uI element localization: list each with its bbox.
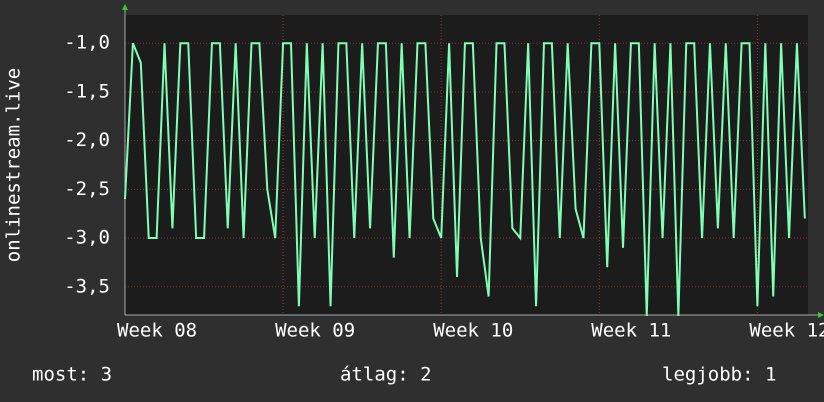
- x-tick-label: Week 08: [117, 320, 197, 342]
- y-tick-label: -1,0: [64, 32, 110, 54]
- y-tick-label: -2,0: [64, 129, 110, 151]
- x-tick-label: Week 11: [591, 320, 671, 342]
- y-axis-label: onlinestream.live: [3, 68, 25, 262]
- y-tick-label: -1,5: [64, 80, 110, 102]
- x-tick-label: Week 10: [433, 320, 513, 342]
- axis-arrow: [818, 312, 824, 318]
- x-tick-label: Week 09: [275, 320, 355, 342]
- legend-item: most: 3: [32, 364, 112, 386]
- legend-item: átlag: 2: [340, 364, 432, 386]
- axis-arrow: [122, 4, 128, 10]
- legend-item: legjobb: 1: [662, 364, 776, 386]
- y-tick-label: -3,0: [64, 227, 110, 249]
- y-tick-label: -2,5: [64, 178, 110, 200]
- x-tick-label: Week 12: [749, 320, 824, 342]
- y-tick-label: -3,5: [64, 275, 110, 297]
- data-line: [124, 42, 806, 317]
